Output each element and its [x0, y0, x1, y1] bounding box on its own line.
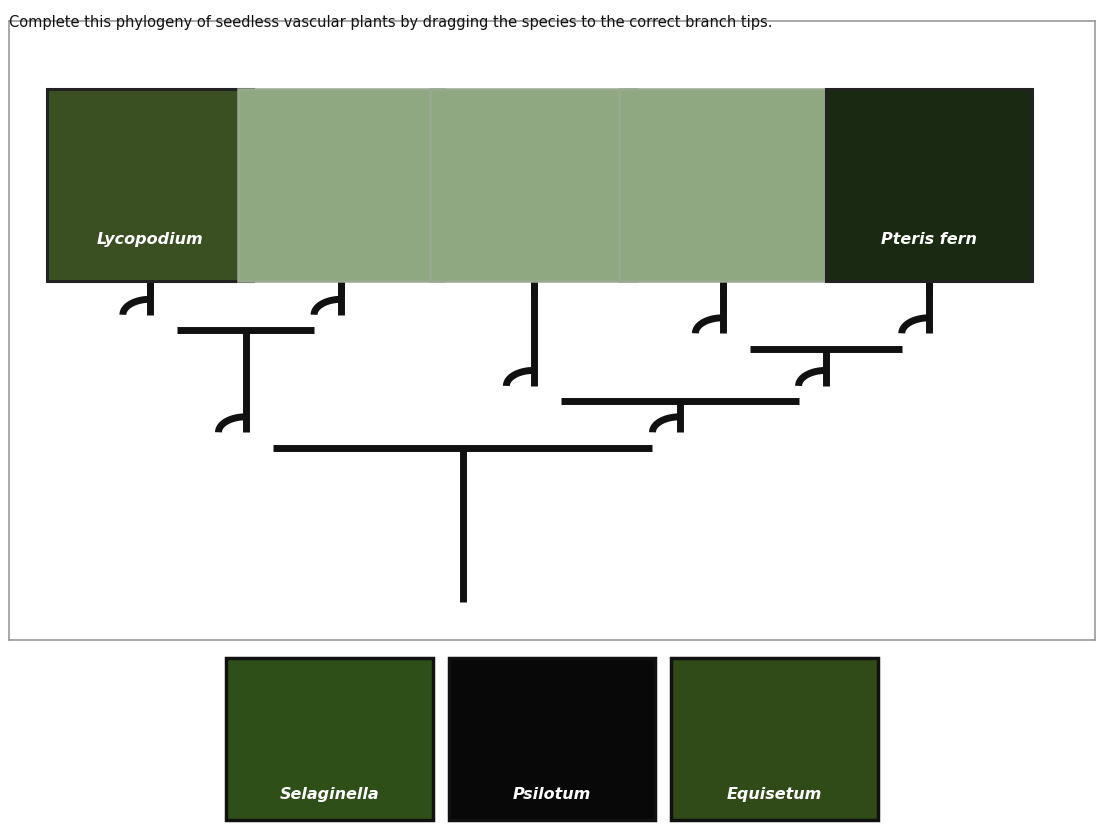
- Text: Selaginella: Selaginella: [279, 787, 379, 802]
- Bar: [671, 658, 878, 820]
- Bar: [619, 89, 826, 281]
- Bar: [826, 89, 1032, 281]
- Text: Pteris fern: Pteris fern: [881, 232, 977, 247]
- Bar: [226, 658, 433, 820]
- Text: Psilotum: Psilotum: [513, 787, 591, 802]
- Bar: [431, 89, 637, 281]
- Text: Equisetum: Equisetum: [728, 787, 822, 802]
- Bar: [46, 89, 253, 281]
- Text: Lycopodium: Lycopodium: [97, 232, 203, 247]
- Bar: [238, 89, 445, 281]
- Bar: [449, 658, 655, 820]
- Text: Complete this phylogeny of seedless vascular plants by dragging the species to t: Complete this phylogeny of seedless vasc…: [9, 15, 773, 30]
